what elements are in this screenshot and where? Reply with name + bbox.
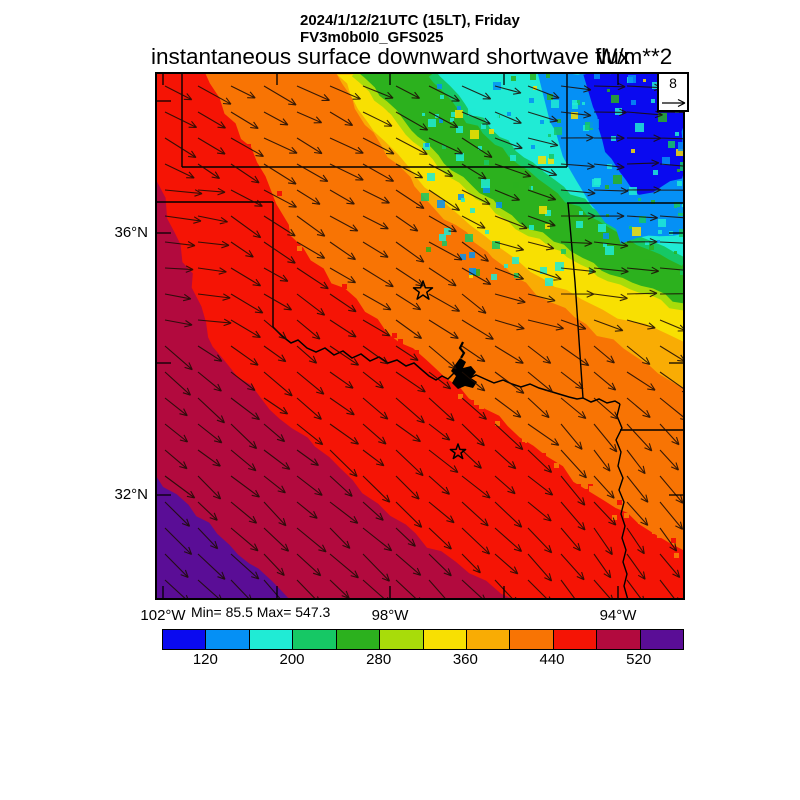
min-max-label: Min= 85.5 Max= 547.3 <box>191 604 331 620</box>
colorbar-segment-6 <box>423 630 467 649</box>
colorbar-tick-label-520: 520 <box>626 651 652 668</box>
flux-heatmap <box>155 72 685 600</box>
lat-tick-label-36N: 36°N <box>114 224 148 241</box>
colorbar-tick-label-360: 360 <box>452 651 478 668</box>
map-canvas <box>155 72 685 600</box>
colorbar-segment-0 <box>163 630 207 649</box>
colorbar-segment-5 <box>380 630 424 649</box>
colorbar-tick-label-280: 280 <box>366 651 392 668</box>
colorbar-segment-2 <box>249 630 294 649</box>
lon-tick-label-94W: 94°W <box>599 607 637 624</box>
colorbar-tick-label-120: 120 <box>192 651 218 668</box>
colorbar-segment-8 <box>510 630 554 649</box>
colorbar-segment-7 <box>466 630 511 649</box>
colorbar-segment-10 <box>597 630 641 649</box>
colorbar-segment-9 <box>553 630 598 649</box>
colorbar-tick-label-440: 440 <box>539 651 565 668</box>
wind-reference-value: 8 <box>669 75 677 91</box>
model-name-label: FV3m0b0l0_GFS025 <box>300 29 444 46</box>
lat-tick-label-32N: 32°N <box>114 486 148 503</box>
colorbar-segment-11 <box>640 630 684 649</box>
colorbar <box>162 629 684 650</box>
units-label: W/m**2 <box>596 44 673 69</box>
colorbar-segment-3 <box>293 630 337 649</box>
colorbar-segment-4 <box>336 630 381 649</box>
colorbar-segment-1 <box>206 630 250 649</box>
wind-reference-box: 8 <box>657 72 689 112</box>
valid-time-label: 2024/1/12/21UTC (15LT), Friday <box>300 12 520 29</box>
colorbar-tick-label-200: 200 <box>279 651 305 668</box>
lon-tick-label-102W: 102°W <box>140 607 186 624</box>
wind-reference-arrow-icon <box>662 98 686 108</box>
plot-title: instantaneous surface downward shortwave… <box>151 44 631 69</box>
lon-tick-label-98W: 98°W <box>371 607 409 624</box>
